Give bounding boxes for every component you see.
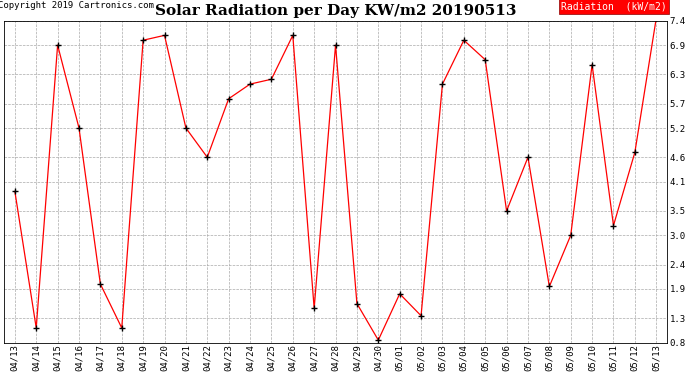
Text: Radiation  (kW/m2): Radiation (kW/m2) <box>561 2 667 11</box>
Title: Solar Radiation per Day KW/m2 20190513: Solar Radiation per Day KW/m2 20190513 <box>155 4 516 18</box>
Text: Copyright 2019 Cartronics.com: Copyright 2019 Cartronics.com <box>0 2 153 10</box>
